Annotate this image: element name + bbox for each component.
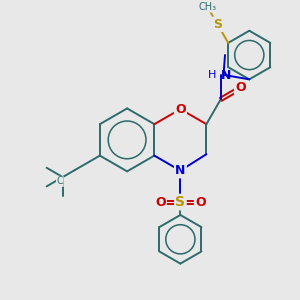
Text: N: N — [221, 69, 232, 82]
Text: S: S — [176, 195, 185, 209]
Text: O: O — [155, 196, 166, 208]
Text: O: O — [175, 103, 186, 116]
Text: S: S — [213, 18, 222, 31]
Text: C: C — [56, 176, 63, 186]
Text: N: N — [175, 164, 186, 177]
Text: O: O — [235, 81, 246, 94]
Text: H: H — [208, 70, 216, 80]
Text: CH₃: CH₃ — [198, 2, 217, 12]
Text: O: O — [195, 196, 206, 208]
